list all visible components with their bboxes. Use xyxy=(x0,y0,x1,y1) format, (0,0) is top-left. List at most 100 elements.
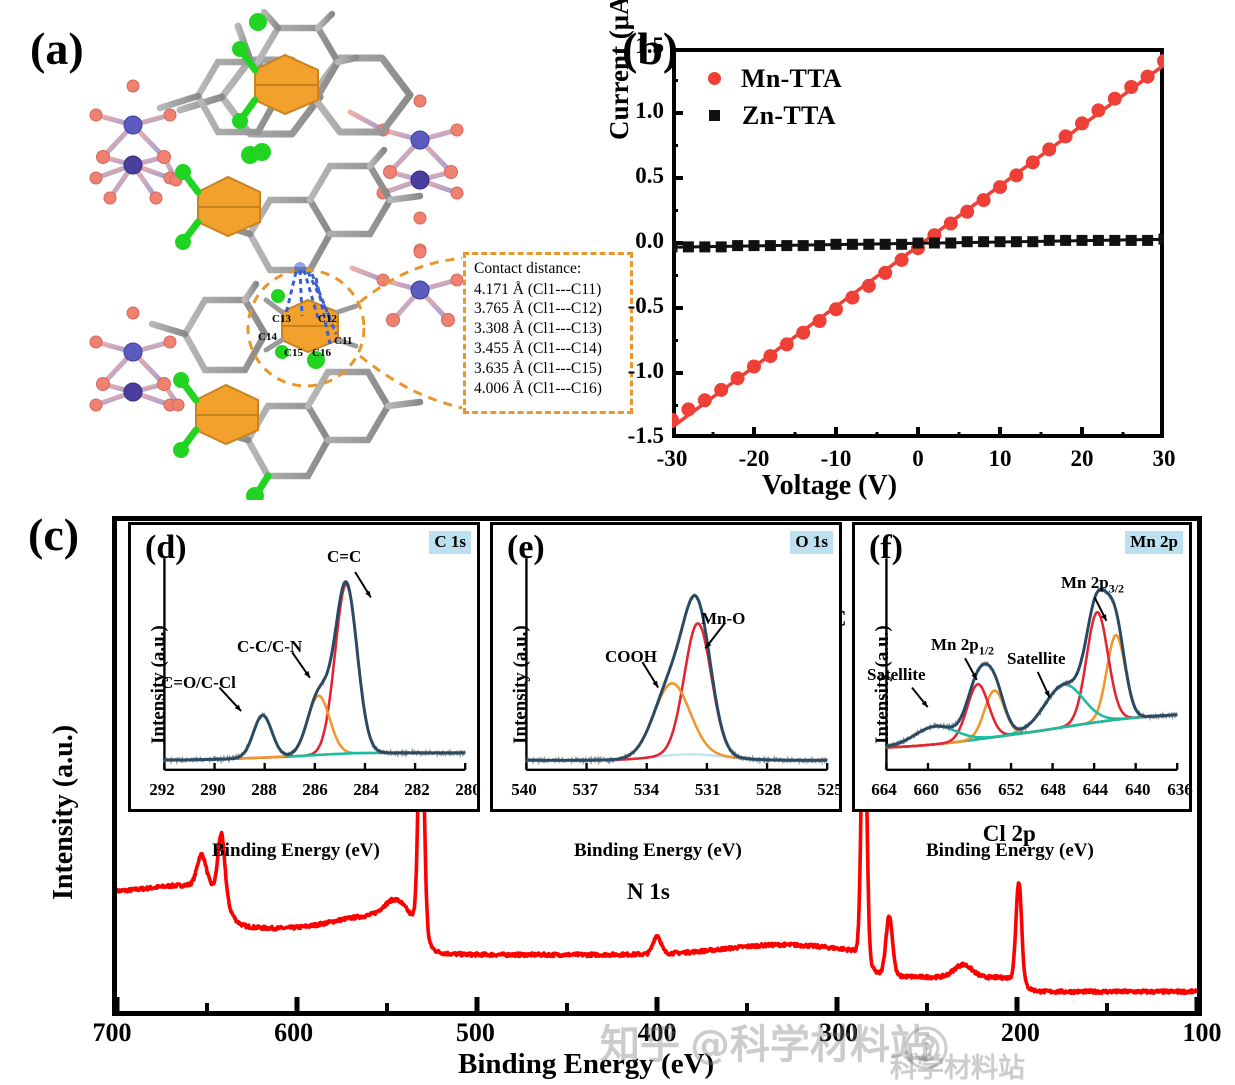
legend-row-mn: Mn-TTA xyxy=(704,60,842,97)
inset-e-y-label: Intensity (a.u.) xyxy=(510,625,531,744)
iv-y-tick: 1.0 xyxy=(635,98,664,123)
iv-x-tick: -30 xyxy=(656,446,688,471)
atom-label-c15: C15 xyxy=(284,347,303,359)
survey-x-tick: 700 xyxy=(92,1018,132,1047)
contact-distance-row: 3.635 Å (Cl1---C15) xyxy=(474,360,602,378)
inset-panel-d: (d) C 1s C=C C-C/C-N C=O/C-Cl xyxy=(128,522,480,812)
atom-label-c13: C13 xyxy=(272,313,291,325)
inset-panel-e: (e) O 1s Mn-O COOH xyxy=(490,522,842,812)
legend-label-zn: Zn-TTA xyxy=(742,100,836,130)
atom-label-c14: C14 xyxy=(258,331,277,343)
highlight-ring-2 xyxy=(197,175,261,238)
inset-e-badge: O 1s xyxy=(790,531,833,554)
survey-peak-label: N 1s xyxy=(627,879,670,905)
survey-x-tick: 400 xyxy=(637,1018,677,1047)
contact-distance-row: 3.308 Å (Cl1---C13) xyxy=(474,320,602,338)
iv-data-svg xyxy=(672,48,1164,438)
mn2p12-sub: 1/2 xyxy=(978,643,995,658)
iv-y-tick: -1.5 xyxy=(627,423,664,448)
iv-legend: Mn-TTA Zn-TTA xyxy=(704,60,842,134)
survey-data-svg xyxy=(117,663,1197,1011)
iv-y-tick: -1.0 xyxy=(627,358,664,383)
inset-x-tick: 540 xyxy=(511,780,537,799)
inset-x-tick: 280 xyxy=(455,780,481,799)
peak-label-mno: Mn-O xyxy=(701,609,746,628)
inset-x-tick: 660 xyxy=(913,780,940,799)
legend-circle-marker-icon xyxy=(708,72,721,85)
crystal-structure-svg: C13 C12 C14 C11 C15 C16 xyxy=(89,8,464,500)
mn2p-spectrum-svg xyxy=(885,558,1179,772)
legend-row-zn: Zn-TTA xyxy=(704,97,842,134)
survey-x-tick: 500 xyxy=(455,1018,495,1047)
mn2p32-text: Mn 2p xyxy=(1061,573,1109,592)
inset-x-tick: 652 xyxy=(998,780,1024,799)
atom-label-c12: C12 xyxy=(318,313,337,325)
inset-d-badge: C 1s xyxy=(429,531,471,554)
inset-x-tick: 537 xyxy=(572,780,598,799)
peak-label-ccn: C-C/C-N xyxy=(237,637,303,656)
inset-x-tick: 288 xyxy=(251,780,277,799)
highlight-ring-3 xyxy=(195,383,259,446)
iv-x-axis-label: Voltage (V) xyxy=(762,470,898,501)
inset-x-tick: 656 xyxy=(955,780,982,799)
inset-x-tick: 644 xyxy=(1082,780,1109,799)
peak-label-cc: C=C xyxy=(327,547,362,566)
survey-peak-label: Cl 2p xyxy=(982,821,1036,847)
inset-x-tick: 636 xyxy=(1167,780,1193,799)
contact-distance-row: 3.765 Å (Cl1---C12) xyxy=(474,300,602,318)
inset-x-tick: 534 xyxy=(633,780,660,799)
iv-x-tick: 10 xyxy=(988,446,1012,471)
peak-label-mn2p12: Mn 2p1/2 xyxy=(931,635,994,658)
iv-x-tick: 30 xyxy=(1152,446,1176,471)
inset-f-x-label: Binding Energy (eV) xyxy=(926,840,1094,861)
inset-x-tick: 286 xyxy=(302,780,328,799)
inset-x-tick: 290 xyxy=(200,780,226,799)
inset-x-tick: 282 xyxy=(404,780,430,799)
panel-b-iv-curve: (b) Current (μA) Mn-TTA Zn-TTA 1.5 1.0 0.5… xyxy=(604,0,1235,505)
iv-plot-area: Mn-TTA Zn-TTA xyxy=(672,48,1164,438)
mn2p32-sub: 3/2 xyxy=(1108,581,1125,596)
metal-cluster-left-upper xyxy=(89,79,183,205)
atom-label-c16: C16 xyxy=(312,347,331,359)
iv-y-tick: 0.5 xyxy=(635,163,664,188)
highlight-ring-1 xyxy=(254,53,319,116)
contact-distance-row: 4.006 Å (Cl1---C16) xyxy=(474,380,602,398)
zoom-atom-labels: C13 C12 C14 C11 C15 C16 xyxy=(258,313,352,359)
inset-d-label: (d) xyxy=(145,529,187,566)
inset-x-tick: 664 xyxy=(871,780,897,799)
inset-x-tick: 292 xyxy=(149,780,175,799)
zoom-fragment xyxy=(263,262,359,359)
survey-x-tick: 300 xyxy=(819,1018,859,1047)
iv-y-tick: -0.5 xyxy=(627,293,664,318)
peak-label-cocl: C=O/C-Cl xyxy=(161,673,236,692)
contact-distance-title: Contact distance: xyxy=(474,260,582,277)
iv-x-tick: -20 xyxy=(738,446,770,471)
peak-label-satellite-1: Satellite xyxy=(1007,649,1066,668)
inset-x-tick: 525 xyxy=(817,780,843,799)
zoom-callout-circle xyxy=(246,256,463,410)
legend-label-mn: Mn-TTA xyxy=(741,63,842,93)
iv-y-tick: 0.0 xyxy=(635,228,664,253)
inset-e-x-label: Binding Energy (eV) xyxy=(574,840,742,861)
survey-x-tick: 100 xyxy=(1182,1018,1222,1047)
panel-c-label: (c) xyxy=(28,509,80,560)
inset-x-tick: 531 xyxy=(694,780,721,799)
panel-a-label: (a) xyxy=(30,23,84,74)
legend-square-marker-icon xyxy=(709,110,720,121)
inset-x-tick: 640 xyxy=(1124,780,1151,799)
panel-b-label: (b) xyxy=(622,23,679,74)
survey-y-axis-label: Intensity (a.u.) xyxy=(48,724,79,900)
c1s-spectrum-svg xyxy=(163,558,467,772)
panel-a-crystal-structure: (a) xyxy=(0,0,633,500)
peak-label-mn2p32: Mn 2p3/2 xyxy=(1061,573,1124,596)
iv-y-tick: 1.5 xyxy=(635,33,664,58)
metal-cluster-right-lower xyxy=(349,245,464,333)
ligand-skeleton-zoom xyxy=(148,280,269,374)
metal-cluster-right-upper xyxy=(347,94,464,257)
peak-label-cooh: COOH xyxy=(605,647,657,666)
contact-distance-row: 3.455 Å (Cl1---C14) xyxy=(474,340,602,358)
mn2p12-text: Mn 2p xyxy=(931,635,979,654)
survey-x-tick: 200 xyxy=(1000,1018,1040,1047)
survey-x-axis-label: Binding Energy (eV) xyxy=(458,1048,715,1080)
iv-x-tick: 20 xyxy=(1070,446,1094,471)
